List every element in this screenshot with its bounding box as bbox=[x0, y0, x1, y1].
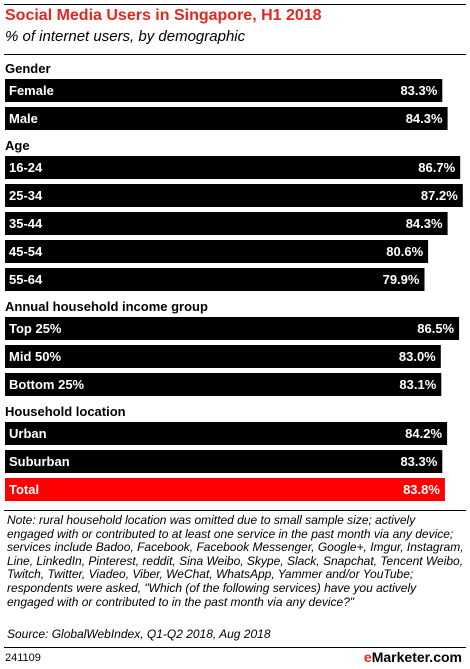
bar-value-label: 83.3% bbox=[400, 83, 437, 98]
footer-rule bbox=[4, 647, 466, 648]
logo-text: Marketer.com bbox=[371, 649, 462, 665]
bar-value-label: 83.8% bbox=[403, 482, 440, 497]
total-bar bbox=[5, 478, 445, 501]
bar-value-label: 83.1% bbox=[399, 377, 436, 392]
bar bbox=[5, 422, 448, 445]
bar-value-label: 83.0% bbox=[399, 349, 436, 364]
bar-category-label: Urban bbox=[9, 426, 47, 441]
bar-value-label: 80.6% bbox=[386, 244, 423, 259]
note-rule bbox=[4, 510, 466, 511]
group-heading: Gender bbox=[5, 61, 51, 76]
bar-category-label: Suburban bbox=[9, 454, 70, 469]
logo-e: e bbox=[363, 649, 372, 665]
bar bbox=[5, 184, 463, 207]
bar-category-label: 35-44 bbox=[9, 216, 43, 231]
bar bbox=[5, 79, 443, 102]
bar bbox=[5, 156, 461, 179]
bar bbox=[5, 212, 448, 235]
chart-subtitle: % of internet users, by demographic bbox=[5, 28, 246, 45]
bar-value-label: 84.3% bbox=[406, 216, 443, 231]
bar-value-label: 86.5% bbox=[417, 321, 454, 336]
bar bbox=[5, 268, 425, 291]
group-heading: Annual household income group bbox=[5, 299, 208, 314]
bar bbox=[5, 450, 443, 473]
bar-category-label: Female bbox=[9, 83, 54, 98]
bar-value-label: 86.7% bbox=[418, 160, 455, 175]
group-heading: Age bbox=[5, 138, 30, 153]
bar bbox=[5, 373, 442, 396]
bar-category-label: Male bbox=[9, 111, 38, 126]
bar-category-label: 25-34 bbox=[9, 188, 43, 203]
emarketer-logo[interactable]: eMarketer.com bbox=[364, 649, 462, 665]
group-heading: Household location bbox=[5, 404, 126, 419]
chart-source: Source: GlobalWebIndex, Q1-Q2 2018, Aug … bbox=[7, 627, 271, 641]
bar-category-label: Total bbox=[9, 482, 39, 497]
bar-category-label: Mid 50% bbox=[9, 349, 61, 364]
bar-category-label: Top 25% bbox=[9, 321, 62, 336]
bar-value-label: 87.2% bbox=[421, 188, 458, 203]
bar-value-label: 84.2% bbox=[405, 426, 442, 441]
chart-note: Note: rural household location was omitt… bbox=[7, 513, 464, 609]
bar bbox=[5, 240, 429, 263]
header-rule bbox=[4, 54, 466, 55]
bar-value-label: 84.3% bbox=[406, 111, 443, 126]
bar-category-label: 45-54 bbox=[9, 244, 43, 259]
bar-category-label: 55-64 bbox=[9, 272, 43, 287]
top-rule bbox=[4, 4, 466, 5]
bar-category-label: 16-24 bbox=[9, 160, 43, 175]
bar-value-label: 79.9% bbox=[383, 272, 420, 287]
bar bbox=[5, 317, 460, 340]
bar-category-label: Bottom 25% bbox=[9, 377, 85, 392]
bar bbox=[5, 107, 448, 130]
bar-value-label: 83.3% bbox=[400, 454, 437, 469]
chart-title: Social Media Users in Singapore, H1 2018 bbox=[5, 7, 322, 24]
chart-id: 241109 bbox=[5, 652, 41, 664]
bar bbox=[5, 345, 441, 368]
